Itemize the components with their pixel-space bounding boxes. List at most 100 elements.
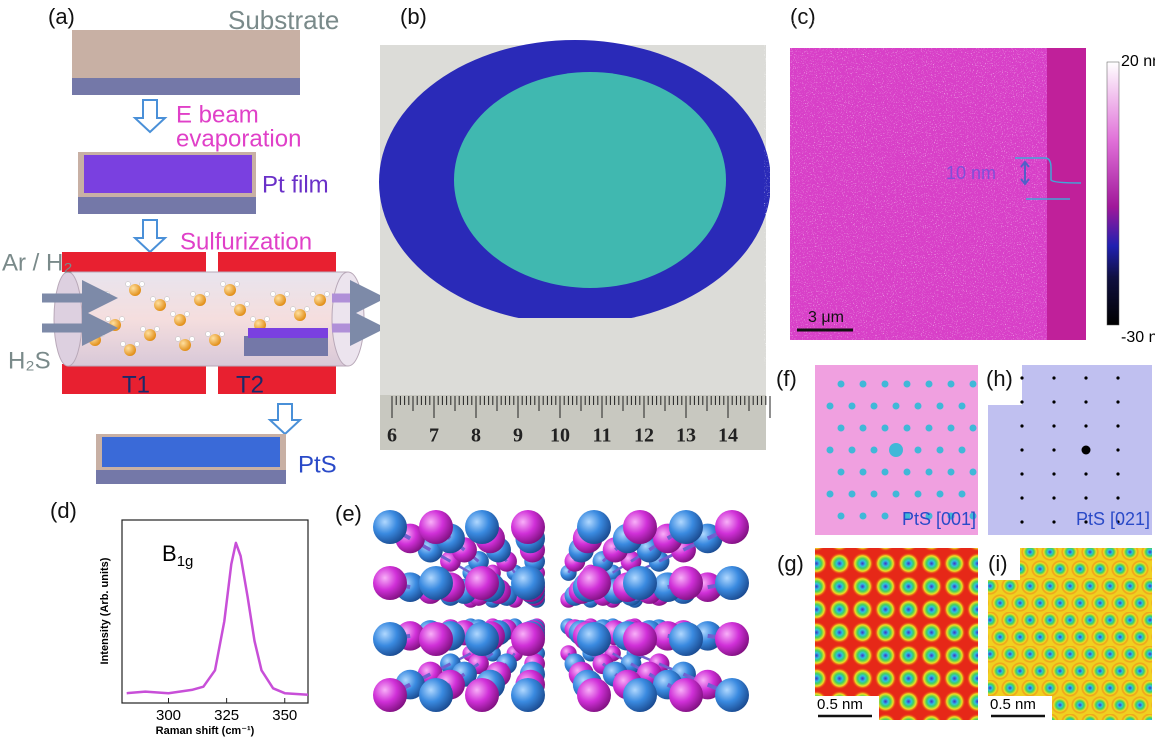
panel-i: (i) 0.5 nm bbox=[988, 548, 1152, 720]
ruler-number: 12 bbox=[634, 425, 654, 447]
zone-label: PtS [021] bbox=[1076, 509, 1150, 529]
molecule-h bbox=[134, 341, 140, 347]
spot bbox=[925, 424, 933, 432]
atom bbox=[715, 622, 749, 656]
spot bbox=[837, 380, 845, 388]
spot bbox=[826, 446, 834, 454]
spot bbox=[1116, 448, 1120, 452]
molecule-h bbox=[139, 281, 145, 287]
molecule-h bbox=[119, 316, 125, 322]
spot bbox=[1020, 496, 1024, 500]
x-tick-label: 325 bbox=[214, 707, 239, 724]
panel-d: (d) Intensity (Arb. units) Raman shift (… bbox=[50, 498, 309, 737]
annotation-sub: 1g bbox=[177, 553, 194, 570]
height-arrow bbox=[1020, 160, 1030, 186]
molecule-atom bbox=[144, 329, 156, 341]
panel-c: (c) 10 nm 3 μm 20 nm -30 nm bbox=[790, 4, 1155, 346]
panel-label: (h) bbox=[986, 366, 1013, 391]
atom bbox=[623, 566, 657, 600]
spot bbox=[936, 402, 944, 410]
heater bbox=[62, 252, 206, 272]
spot bbox=[1084, 496, 1088, 500]
molecule-h bbox=[270, 291, 276, 297]
annotation-main: B bbox=[162, 541, 177, 566]
afm-substrate bbox=[1047, 48, 1086, 340]
zone-label: T1 bbox=[122, 371, 150, 398]
spot bbox=[903, 468, 911, 476]
spot bbox=[870, 402, 878, 410]
atom bbox=[623, 510, 657, 544]
zone-label: T2 bbox=[236, 371, 264, 398]
spot bbox=[870, 490, 878, 498]
molecule-h bbox=[205, 331, 211, 337]
molecule-h bbox=[290, 306, 296, 312]
ruler-number: 11 bbox=[593, 425, 612, 447]
molecule-h bbox=[105, 316, 111, 322]
spot bbox=[969, 512, 977, 520]
molecule-h bbox=[104, 291, 110, 297]
spot bbox=[947, 424, 955, 432]
spot bbox=[1084, 424, 1088, 428]
panel-g: (g) 0.5 nm bbox=[777, 548, 978, 720]
gas-label: H₂S bbox=[8, 347, 51, 374]
spot bbox=[1084, 400, 1088, 404]
panel-f: (f) PtS [001] bbox=[776, 365, 978, 535]
spot bbox=[1052, 496, 1056, 500]
molecule-atom bbox=[129, 284, 141, 296]
atom bbox=[669, 510, 703, 544]
atom bbox=[623, 622, 657, 656]
spot bbox=[925, 512, 933, 520]
molecule-h bbox=[154, 326, 160, 332]
diffraction-spots bbox=[826, 380, 977, 520]
molecule-h bbox=[230, 301, 236, 307]
spot bbox=[1116, 472, 1120, 476]
molecule-atom bbox=[109, 319, 121, 331]
molecule-h bbox=[175, 336, 181, 342]
molecule-atom bbox=[274, 294, 286, 306]
spot bbox=[947, 380, 955, 388]
spectrum-line bbox=[126, 541, 309, 697]
label-bg bbox=[988, 365, 1022, 405]
ruler-ticks: 6 7 8 9 10 11 12 13 14 bbox=[387, 396, 771, 447]
substrate bbox=[72, 30, 300, 78]
substrate-side bbox=[96, 470, 286, 484]
spot bbox=[903, 380, 911, 388]
spot bbox=[1052, 400, 1056, 404]
spot bbox=[859, 512, 867, 520]
spot bbox=[936, 490, 944, 498]
panel-label: (i) bbox=[988, 551, 1008, 576]
spot bbox=[1116, 520, 1120, 524]
spot bbox=[837, 512, 845, 520]
spot bbox=[892, 490, 900, 498]
panel-b: (b) 6 7 8 9 10 11 12 13 14 bbox=[379, 4, 771, 450]
colorbar-label: 20 nm bbox=[1121, 53, 1155, 70]
atom bbox=[715, 678, 749, 712]
panel-e: (e) bbox=[335, 501, 749, 712]
molecule-h bbox=[220, 281, 226, 287]
spot bbox=[1116, 496, 1120, 500]
spot bbox=[881, 380, 889, 388]
spot bbox=[848, 490, 856, 498]
substrate-side bbox=[72, 78, 300, 95]
panel-label: (b) bbox=[400, 4, 427, 29]
step-label: Sulfurization bbox=[180, 228, 312, 255]
spot bbox=[859, 468, 867, 476]
atom bbox=[373, 622, 407, 656]
spot bbox=[969, 424, 977, 432]
molecule-h bbox=[99, 331, 105, 337]
atom bbox=[373, 510, 407, 544]
substrate-side bbox=[78, 197, 256, 214]
scale-label: 0.5 nm bbox=[817, 696, 863, 713]
atom bbox=[669, 566, 703, 600]
spot bbox=[881, 468, 889, 476]
atom bbox=[715, 510, 749, 544]
panel-h: (h) PtS [021] bbox=[986, 365, 1152, 535]
atom bbox=[465, 678, 499, 712]
annotation: B1g bbox=[162, 541, 193, 570]
atom bbox=[577, 566, 611, 600]
colorbar-label: -30 nm bbox=[1121, 329, 1155, 346]
scale-label: 0.5 nm bbox=[990, 696, 1036, 713]
atom bbox=[577, 622, 611, 656]
spot bbox=[1052, 424, 1056, 428]
spot bbox=[859, 424, 867, 432]
